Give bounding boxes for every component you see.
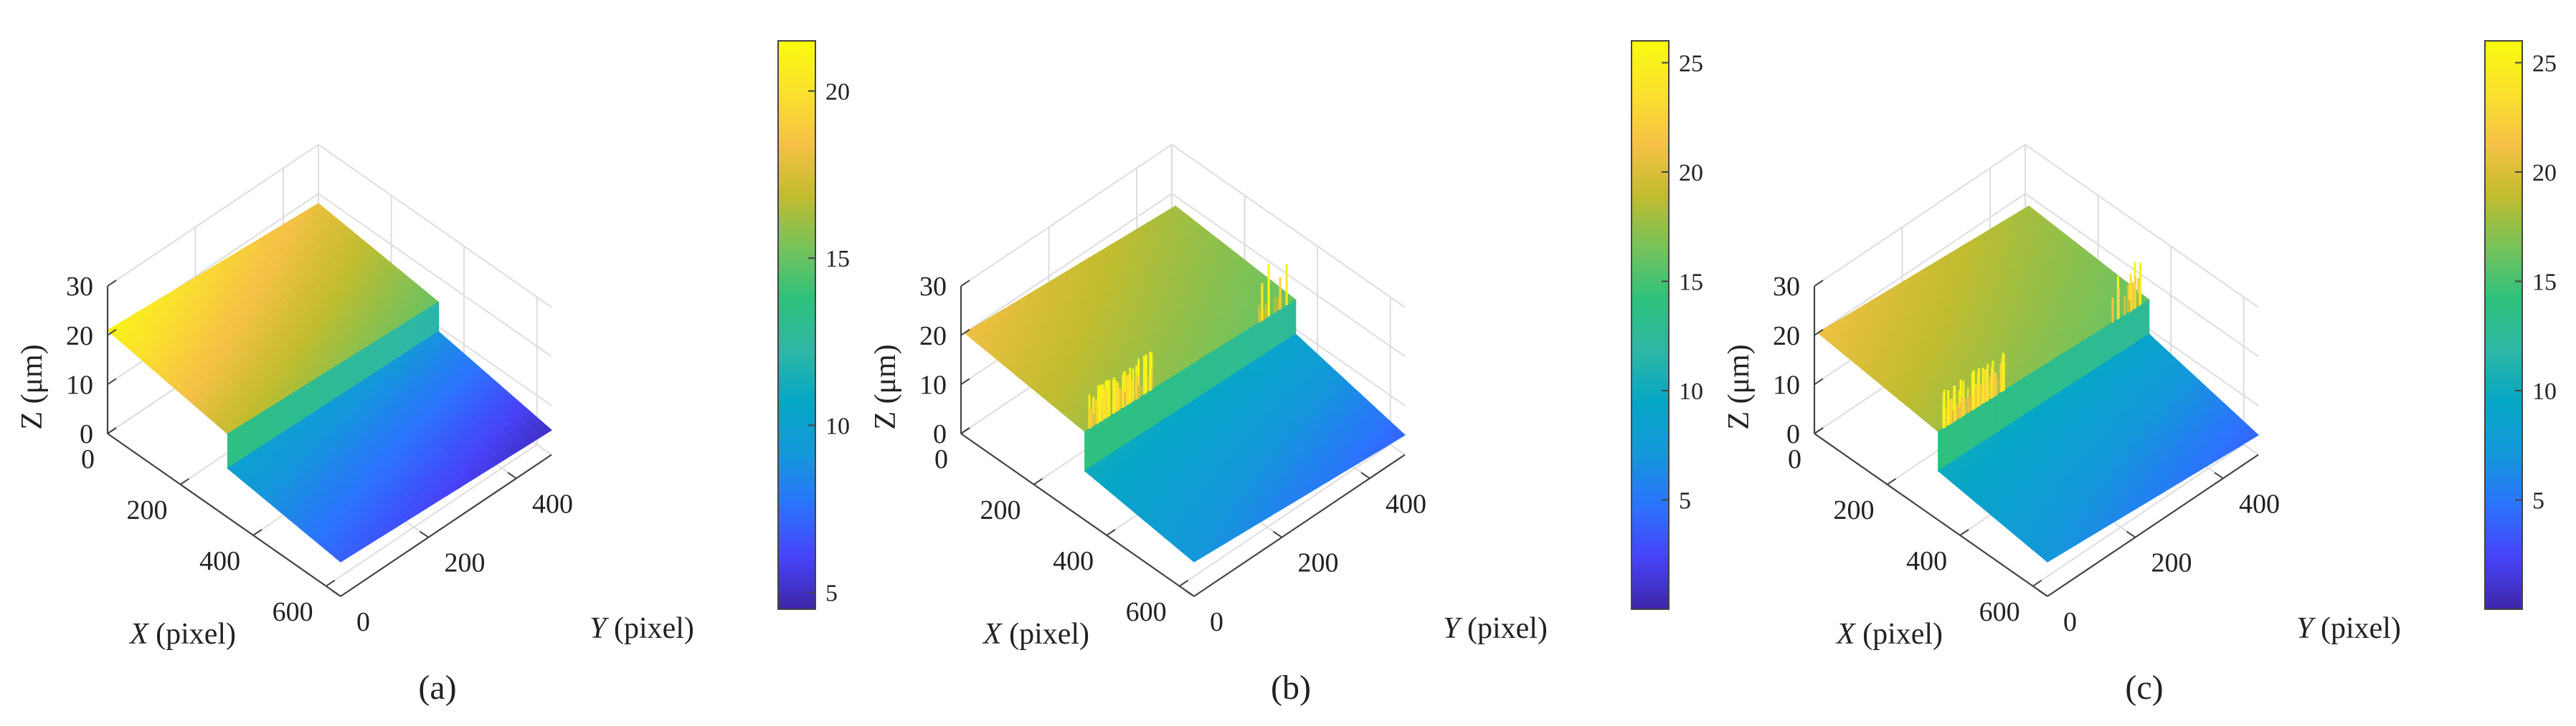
colorbar-tick-label: 25 (1679, 51, 1703, 77)
panel-a-caption: (a) (418, 669, 456, 707)
panel-c-surface (1817, 205, 2259, 563)
x-tick-label: 0 (934, 444, 948, 474)
colorbar-tick-label: 10 (1679, 378, 1703, 405)
colorbar-tick-label: 10 (2532, 378, 2557, 405)
panel-b-xlabel: X (pixel) (982, 618, 1089, 651)
x-tick-label: 600 (273, 597, 313, 627)
panel-a-lower-plane (227, 331, 553, 563)
z-tick-label: 30 (66, 272, 93, 302)
colorbar-gradient (1631, 40, 1670, 610)
z-tick-label: 20 (1773, 321, 1800, 351)
colorbar-tick-label: 15 (1679, 269, 1703, 296)
colorbar-tick-label: 5 (2532, 488, 2544, 515)
panel-b-ylabel: Y (pixel) (1443, 612, 1548, 645)
z-tick-label: 30 (919, 272, 947, 302)
panel-c-caption: (c) (2125, 669, 2163, 707)
panel-c-colorbar: 5 10 15 20 25 (2484, 40, 2557, 610)
panel-b-colorbar: 5 10 15 20 25 (1631, 40, 1703, 610)
x-tick-label: 400 (1053, 546, 1094, 576)
x-tick-label: 200 (980, 495, 1021, 525)
colorbar-tick-label: 20 (825, 79, 850, 105)
panel-c-spikes (1942, 262, 2141, 429)
colorbar-tick-label: 15 (2532, 269, 2557, 296)
z-tick-label: 20 (66, 321, 93, 351)
x-tick-label: 400 (1906, 546, 1947, 576)
x-tick-label: 600 (1979, 597, 2020, 627)
panel-b-spikes (1088, 264, 1288, 429)
y-tick-label: 400 (1386, 489, 1426, 519)
x-tick-label: 0 (81, 444, 95, 474)
y-tick-label: 400 (532, 489, 573, 519)
colorbar-tick-label: 20 (2532, 160, 2557, 186)
panel-a-zlabel: Z (μm) (16, 344, 49, 429)
panel-a-ticks: 0 10 20 30 0 200 400 600 0 200 400 (66, 272, 573, 637)
y-tick-label: 200 (1297, 548, 1338, 578)
panel-c: 0 10 20 30 0 200 400 600 0 200 400 Z (μm) X (pixel… (1723, 40, 2557, 707)
panel-c-ticks: 0 10 20 30 0 200 400 600 0 200 400 (1773, 272, 2280, 637)
panel-a-step-wall (227, 301, 440, 469)
panel-b-ticks: 0 10 20 30 0 200 400 600 0 200 400 (919, 272, 1426, 637)
x-tick-label: 600 (1126, 597, 1167, 627)
z-tick-label: 0 (80, 419, 93, 449)
z-tick-label: 0 (933, 419, 947, 449)
panel-b: 0 10 20 30 0 200 400 600 0 200 400 Z (μm) X (pixel… (869, 40, 1703, 707)
panel-c-xlabel: X (pixel) (1835, 618, 1943, 651)
panel-b-zlabel: Z (μm) (869, 344, 902, 429)
panel-a-colorbar: 5 10 15 20 (777, 40, 850, 610)
panel-c-ylabel: Y (pixel) (2296, 612, 2401, 645)
colorbar-tick-label: 20 (1679, 160, 1703, 186)
y-tick-label: 0 (2063, 607, 2077, 637)
panel-c-step-wall (1938, 299, 2150, 472)
panel-a-ylabel: Y (pixel) (589, 612, 694, 645)
colorbar-tick-label: 15 (825, 246, 850, 272)
panel-a-xlabel: X (pixel) (128, 618, 236, 651)
panel-b-surface (964, 205, 1406, 563)
colorbar-tick-label: 5 (1679, 488, 1691, 515)
x-tick-label: 400 (199, 546, 240, 576)
z-tick-label: 0 (1786, 419, 1800, 449)
y-tick-label: 200 (444, 548, 485, 578)
panel-a-surface (106, 203, 553, 563)
panel-b-lower-plane (1084, 333, 1406, 563)
z-tick-label: 10 (919, 370, 947, 400)
y-tick-label: 400 (2239, 489, 2280, 519)
colorbar-gradient (777, 40, 816, 610)
colorbar-tick-label: 5 (825, 581, 838, 607)
colorbar-tick-label: 10 (825, 413, 850, 439)
y-tick-label: 200 (2151, 548, 2192, 578)
colorbar-gradient (2484, 40, 2523, 610)
panel-c-zlabel: Z (μm) (1723, 344, 1756, 429)
z-tick-label: 20 (919, 321, 947, 351)
z-tick-label: 10 (1773, 370, 1800, 400)
colorbar-tick-label: 25 (2532, 51, 2557, 77)
panel-c-lower-plane (1937, 333, 2259, 563)
x-tick-label: 0 (1788, 444, 1801, 474)
panel-b-caption: (b) (1271, 669, 1311, 707)
panel-a: 0 10 20 30 0 200 400 600 0 200 400 Z (μm) X (pixel… (16, 40, 850, 707)
x-tick-label: 200 (127, 495, 168, 525)
x-tick-label: 200 (1834, 495, 1875, 525)
z-tick-label: 30 (1773, 272, 1800, 302)
y-tick-label: 0 (356, 607, 370, 637)
z-tick-label: 10 (66, 370, 93, 400)
panel-a-upper-plane (106, 203, 440, 435)
y-tick-label: 0 (1210, 607, 1223, 637)
